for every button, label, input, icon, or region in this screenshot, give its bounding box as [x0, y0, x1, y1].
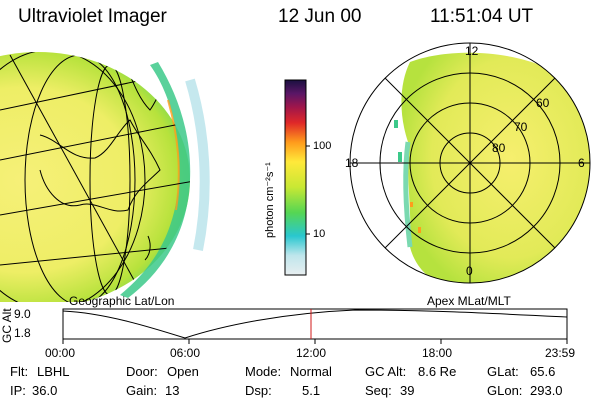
colorbar: photon cm⁻²s⁻¹ [264, 79, 310, 276]
seq-label: Seq: [365, 383, 392, 398]
gcalt-value: 8.6 Re [418, 364, 457, 379]
altitude-ytick-high: 9.0 [14, 307, 31, 321]
geographic-image [0, 52, 210, 302]
colorbar-tick-100: 100 [313, 140, 332, 152]
dsp-value: 5.1 [302, 383, 321, 398]
colorbar-unit-label: photon cm⁻²s⁻¹ [264, 162, 276, 238]
door-label: Door: [126, 364, 158, 379]
mlt-label-0: 0 [466, 264, 473, 278]
lat-label-80: 80 [492, 141, 506, 155]
glat-label: GLat: [487, 364, 519, 379]
ip-label: IP: [10, 383, 26, 398]
time-label: 11:51:04 UT [430, 6, 534, 27]
mlt-label-12: 12 [465, 44, 479, 58]
mlt-label-6: 6 [578, 156, 585, 170]
altitude-ytick-low: 1.8 [14, 326, 31, 340]
app-title: Ultraviolet Imager [18, 6, 167, 27]
glon-label: GLon: [487, 383, 523, 398]
polar-grid [349, 42, 591, 284]
geographic-caption: Geographic Lat/Lon [69, 294, 175, 308]
glon-value: 293.0 [530, 383, 563, 398]
mode-value: Normal [290, 364, 332, 379]
colorbar-tick-10: 10 [313, 228, 326, 240]
ip-value: 36.0 [32, 383, 58, 398]
altitude-plot [62, 308, 568, 344]
altitude-ylabel: GC Alt [0, 308, 14, 343]
mode-label: Mode: [245, 364, 282, 379]
flt-value: LBHL [37, 364, 70, 379]
lat-label-60: 60 [536, 96, 550, 110]
xtick-0600: 06:00 [170, 346, 201, 360]
door-value: Open [167, 364, 199, 379]
xtick-1800: 18:00 [422, 346, 453, 360]
gain-value: 13 [165, 383, 180, 398]
flt-label: Flt: [10, 364, 29, 379]
gcalt-label: GC Alt: [365, 364, 407, 379]
colorbar-gradient [284, 79, 307, 276]
gain-label: Gain: [126, 383, 158, 398]
date-label: 12 Jun 00 [278, 6, 362, 27]
geographic-disk [0, 52, 210, 302]
dsp-label: Dsp: [245, 383, 272, 398]
seq-value: 39 [400, 383, 415, 398]
xtick-2359: 23:59 [545, 346, 576, 360]
mlt-label-18: 18 [345, 156, 359, 170]
polar-image [349, 42, 591, 284]
xtick-1200: 12:00 [296, 346, 327, 360]
xtick-0000: 00:00 [45, 346, 76, 360]
glat-value: 65.6 [530, 364, 556, 379]
apex-caption: Apex MLat/MLT [427, 294, 511, 308]
auroral-region [394, 52, 590, 283]
lat-label-70: 70 [514, 120, 528, 134]
altitude-curve [62, 309, 568, 339]
